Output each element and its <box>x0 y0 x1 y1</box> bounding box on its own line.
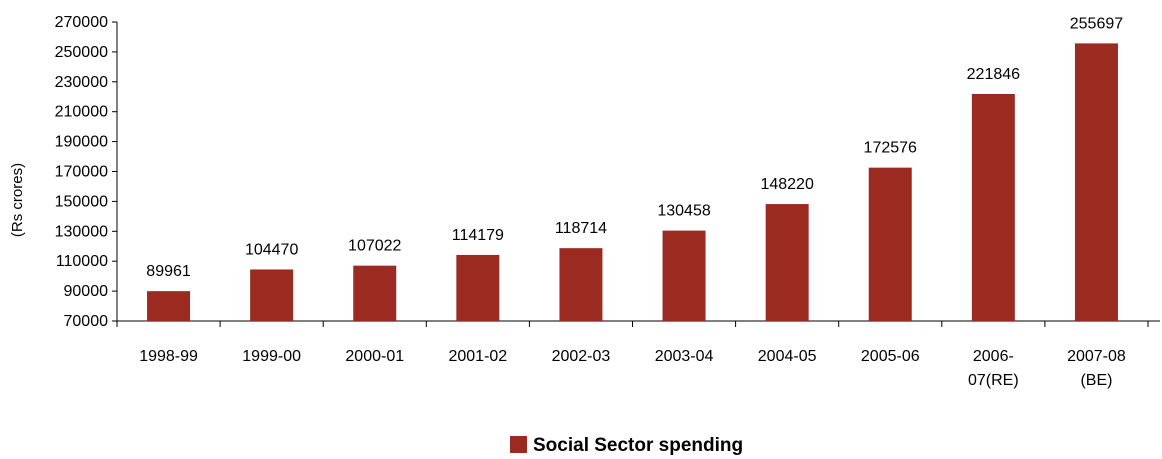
data-label: 255697 <box>1070 15 1123 32</box>
y-tick-label: 130000 <box>55 223 108 240</box>
bar <box>456 254 500 321</box>
bar <box>1074 43 1118 321</box>
x-tick-label: 1999-00 <box>242 348 301 365</box>
legend-label: Social Sector spending <box>533 435 743 456</box>
bar <box>353 265 397 321</box>
bar-series <box>147 43 1118 321</box>
x-tick-label: 2003-04 <box>655 348 714 365</box>
data-label: 118714 <box>555 220 607 237</box>
x-tick-label: 2006- <box>973 348 1014 365</box>
x-tick-label: 07(RE) <box>968 372 1019 389</box>
data-label: 130458 <box>657 203 710 220</box>
x-tick-label: 2004-05 <box>758 348 817 365</box>
data-label: 104470 <box>245 241 298 258</box>
y-tick-label: 270000 <box>55 14 108 31</box>
data-label: 107022 <box>348 238 401 255</box>
x-tick-label: (BE) <box>1080 372 1112 389</box>
x-tick-label: 2005-06 <box>861 348 920 365</box>
x-tick-label: 2002-03 <box>552 348 611 365</box>
bar <box>765 204 809 321</box>
bar <box>662 230 706 321</box>
x-tick-label: 2000-01 <box>345 348 404 365</box>
y-tick-label: 110000 <box>56 253 108 270</box>
y-axis: 70000 90000 110000 130000 150000 170000 190000… <box>55 14 118 330</box>
y-axis-label: (Rs crores) <box>9 163 26 237</box>
y-tick-label: 70000 <box>64 313 109 330</box>
y-tick-label: 230000 <box>55 74 108 91</box>
bar <box>971 93 1015 321</box>
x-tick-label: 1998-99 <box>139 348 198 365</box>
legend: Social Sector spending <box>510 435 743 456</box>
y-tick-label: 90000 <box>64 283 109 300</box>
x-tick-label: 2007-08 <box>1067 348 1126 365</box>
legend-swatch <box>510 436 527 453</box>
data-label: 148220 <box>760 176 813 193</box>
y-tick-label: 210000 <box>55 104 108 121</box>
data-label: 114179 <box>452 227 504 244</box>
data-label: 89961 <box>146 263 191 280</box>
y-tick-label: 170000 <box>55 164 108 181</box>
y-tick-label: 190000 <box>55 134 108 151</box>
data-label: 172576 <box>864 140 917 157</box>
bar <box>868 167 912 321</box>
data-labels: 89961 104470 107022 114179 118714 130458 14822… <box>146 15 1123 280</box>
y-tick-label: 150000 <box>55 193 108 210</box>
data-label: 221846 <box>967 66 1020 83</box>
bar <box>559 248 603 321</box>
x-axis: 1998-99 1999-00 2000-01 2001-02 2002-03 2003-… <box>116 320 1160 389</box>
bar <box>147 291 191 321</box>
y-tick-label: 250000 <box>55 44 108 61</box>
bar <box>250 269 294 321</box>
x-tick-label: 2001-02 <box>448 348 507 365</box>
